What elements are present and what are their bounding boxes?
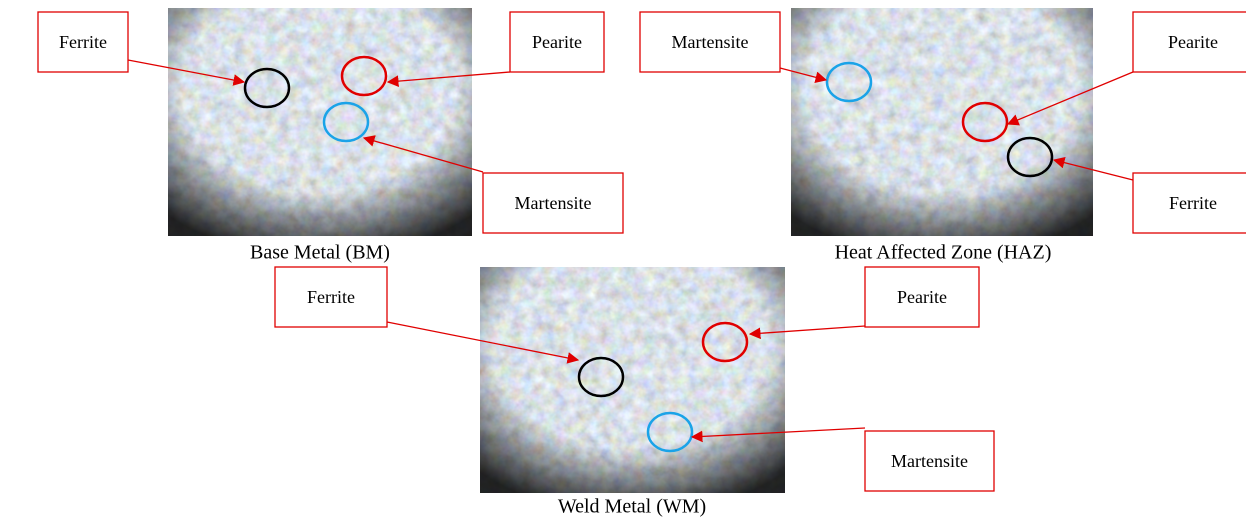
label-text: Pearite <box>1168 32 1218 52</box>
caption: Base Metal (BM) <box>250 242 390 264</box>
micrograph-vignette <box>480 267 785 493</box>
label-text: Martensite <box>891 451 968 471</box>
figure: Base Metal (BM) Ferrite Pearite Martensite H… <box>0 0 1246 524</box>
label-text: Ferrite <box>307 287 355 307</box>
label-text: Ferrite <box>59 32 107 52</box>
caption: Weld Metal (WM) <box>558 496 706 518</box>
label-text: Pearite <box>897 287 947 307</box>
label-text: Martensite <box>672 32 749 52</box>
micrograph-vignette <box>791 8 1093 236</box>
label-text: Ferrite <box>1169 193 1217 213</box>
micrograph-vignette <box>168 8 472 236</box>
label-text: Pearite <box>532 32 582 52</box>
caption: Heat Affected Zone (HAZ) <box>835 242 1052 264</box>
label-text: Martensite <box>515 193 592 213</box>
